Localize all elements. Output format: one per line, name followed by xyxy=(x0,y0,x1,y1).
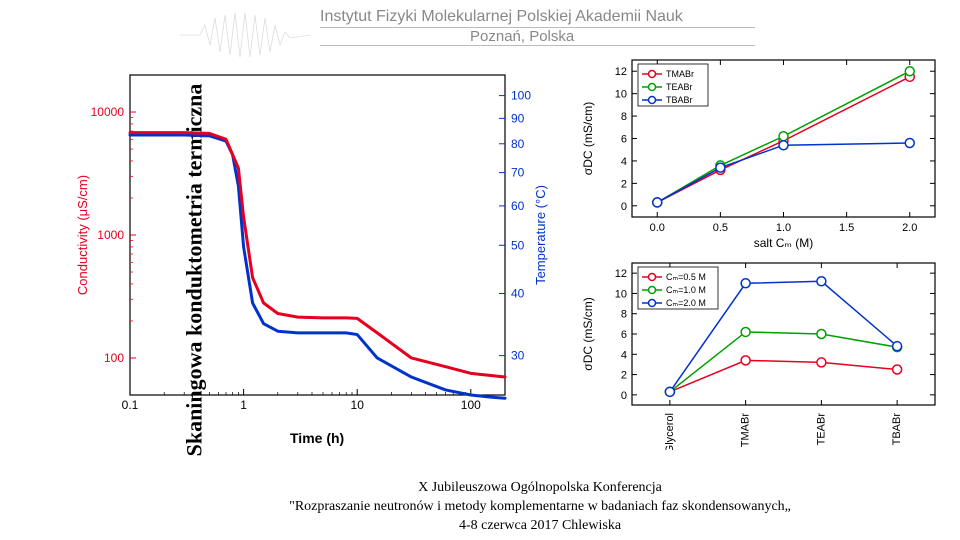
svg-text:6: 6 xyxy=(621,134,627,146)
svg-text:100: 100 xyxy=(461,398,481,412)
svg-text:60: 60 xyxy=(511,199,525,213)
svg-text:50: 50 xyxy=(511,238,525,252)
header-underline2 xyxy=(320,45,755,46)
svg-text:100: 100 xyxy=(511,89,531,103)
svg-text:2: 2 xyxy=(621,370,627,382)
svg-text:σDC (mS/cm): σDC (mS/cm) xyxy=(581,297,595,370)
svg-text:TBABr: TBABr xyxy=(891,413,903,446)
svg-text:TEABr: TEABr xyxy=(666,82,693,92)
svg-text:TMABr: TMABr xyxy=(666,69,694,79)
right-top-chart: 0.0 0.5 1.0 1.5 2.0 0 2 4 6 8 10 12 salt Cₘ (M) σDC (… xyxy=(570,52,950,250)
svg-text:1.0: 1.0 xyxy=(776,222,791,234)
footer-line3: 4-8 czerwca 2017 Chlewiska xyxy=(140,517,940,536)
svg-text:70: 70 xyxy=(511,166,525,180)
svg-text:10000: 10000 xyxy=(91,105,125,119)
svg-text:12: 12 xyxy=(615,268,627,280)
time-axis-label: Time (h) xyxy=(290,430,344,446)
svg-text:0: 0 xyxy=(621,201,627,213)
svg-text:8: 8 xyxy=(621,309,627,321)
svg-text:100: 100 xyxy=(104,351,124,365)
svg-text:Glycerol: Glycerol xyxy=(664,413,676,450)
svg-text:4: 4 xyxy=(621,349,627,361)
svg-text:80: 80 xyxy=(511,137,525,151)
svg-text:1000: 1000 xyxy=(97,228,124,242)
svg-text:Cₘ=2.0 M: Cₘ=2.0 M xyxy=(666,298,706,308)
svg-text:TEABr: TEABr xyxy=(815,413,827,446)
svg-text:TBABr: TBABr xyxy=(666,95,693,105)
header-institution: Instytut Fizyki Molekularnej Polskiej Ak… xyxy=(320,8,683,26)
svg-text:Cₘ=1.0 M: Cₘ=1.0 M xyxy=(666,285,706,295)
svg-text:0.0: 0.0 xyxy=(650,222,665,234)
svg-text:Temperature (°C): Temperature (°C) xyxy=(533,185,548,285)
footer-line1: X Jubileuszowa Ogólnopolska Konferencja xyxy=(140,479,940,498)
svg-text:10: 10 xyxy=(615,89,627,101)
svg-text:2: 2 xyxy=(621,178,627,190)
svg-text:10: 10 xyxy=(351,398,365,412)
main-chart: 100 1000 10000 Conductivity (μS/cm) 30 40 50 60… xyxy=(75,55,550,420)
svg-text:0.5: 0.5 xyxy=(713,222,728,234)
svg-text:10: 10 xyxy=(615,288,627,300)
header-city: Poznań, Polska xyxy=(470,28,574,45)
svg-text:1: 1 xyxy=(240,398,247,412)
svg-text:30: 30 xyxy=(511,349,525,363)
svg-text:40: 40 xyxy=(511,286,525,300)
svg-text:6: 6 xyxy=(621,329,627,341)
svg-text:0: 0 xyxy=(621,390,627,402)
svg-text:TMABr: TMABr xyxy=(740,413,752,448)
right-bottom-chart: Glycerol TMABr TEABr TBABr 0 2 4 6 8 10 12 σDC (mS/… xyxy=(570,255,950,450)
svg-text:σDC (mS/cm): σDC (mS/cm) xyxy=(581,102,595,175)
footer-text: X Jubileuszowa Ogólnopolska Konferencja … xyxy=(140,479,940,536)
svg-text:8: 8 xyxy=(621,111,627,123)
svg-text:90: 90 xyxy=(511,111,525,125)
svg-text:0.1: 0.1 xyxy=(122,398,139,412)
svg-text:salt Cₘ (M): salt Cₘ (M) xyxy=(754,236,813,250)
logo-waveform xyxy=(180,10,310,60)
footer-line2: "Rozpraszanie neutronów i metody komplem… xyxy=(140,498,940,517)
svg-text:1.5: 1.5 xyxy=(839,222,854,234)
svg-text:Conductivity (μS/cm): Conductivity (μS/cm) xyxy=(75,175,90,295)
svg-text:4: 4 xyxy=(621,156,627,168)
svg-text:12: 12 xyxy=(615,66,627,78)
svg-text:2.0: 2.0 xyxy=(902,222,917,234)
svg-text:Cₘ=0.5 M: Cₘ=0.5 M xyxy=(666,272,706,282)
